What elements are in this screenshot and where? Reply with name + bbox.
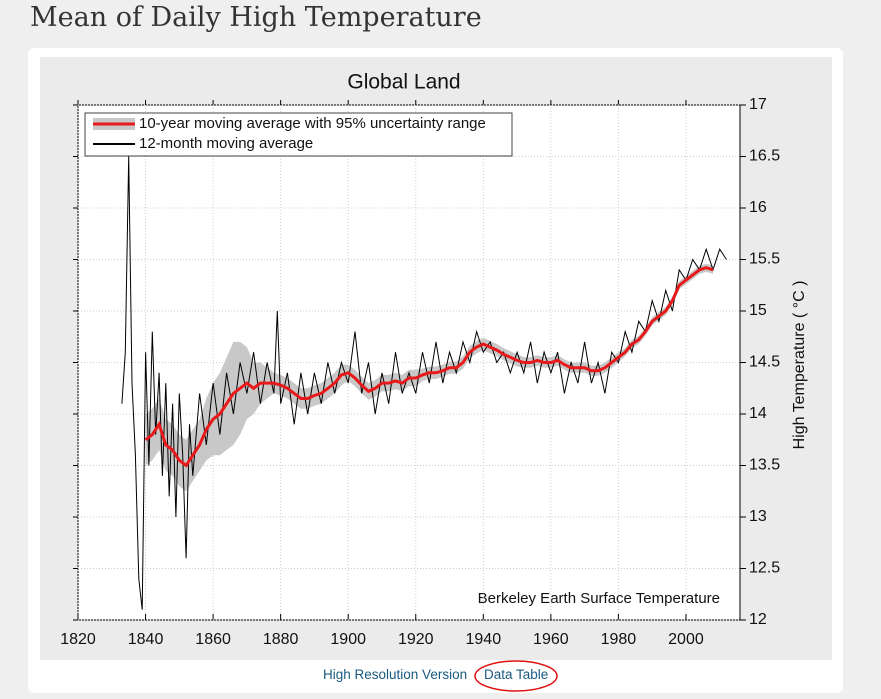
y-tick-label: 17 xyxy=(749,96,767,113)
y-tick-label: 15.5 xyxy=(749,251,780,268)
y-tick-label: 16.5 xyxy=(749,148,780,165)
x-tick-label: 1960 xyxy=(533,631,569,648)
y-axis-label: High Temperature ( °C ) xyxy=(791,281,808,450)
hand-drawn-circle xyxy=(474,660,558,692)
series-line xyxy=(121,156,727,610)
annotation: Berkeley Earth Surface Temperature xyxy=(478,590,720,607)
y-tick-label: 12 xyxy=(749,611,767,628)
y-tick-label: 13 xyxy=(749,508,767,525)
chart-title: Global Land xyxy=(347,71,460,94)
y-tick-label: 16 xyxy=(749,199,767,216)
x-tick-label: 1880 xyxy=(263,631,299,648)
uncertainty-band xyxy=(145,263,714,492)
y-tick-label: 13.5 xyxy=(749,457,780,474)
link[interactable]: Data Table xyxy=(484,667,549,682)
x-tick-label: 1860 xyxy=(195,631,231,648)
x-tick-label: 1840 xyxy=(128,631,164,648)
y-tick-label: 14.5 xyxy=(749,354,780,371)
legend-box xyxy=(84,112,513,157)
legend-label: 10-year moving average with 95% uncertai… xyxy=(139,115,486,132)
x-tick-label: 1980 xyxy=(601,631,637,648)
y-tick-label: 15 xyxy=(749,302,767,319)
y-tick-label: 12.5 xyxy=(749,560,780,577)
x-tick-label: 1820 xyxy=(60,631,96,648)
page-heading: Mean of Daily High Temperature xyxy=(30,2,482,33)
y-tick-label: 14 xyxy=(749,405,767,422)
series-line xyxy=(144,266,714,468)
x-tick-label: 2000 xyxy=(668,631,704,648)
x-tick-label: 1920 xyxy=(398,631,434,648)
x-tick-label: 1900 xyxy=(330,631,366,648)
link[interactable]: High Resolution Version xyxy=(323,667,468,682)
x-tick-label: 1940 xyxy=(466,631,502,648)
legend-label: 12-month moving average xyxy=(139,135,313,152)
